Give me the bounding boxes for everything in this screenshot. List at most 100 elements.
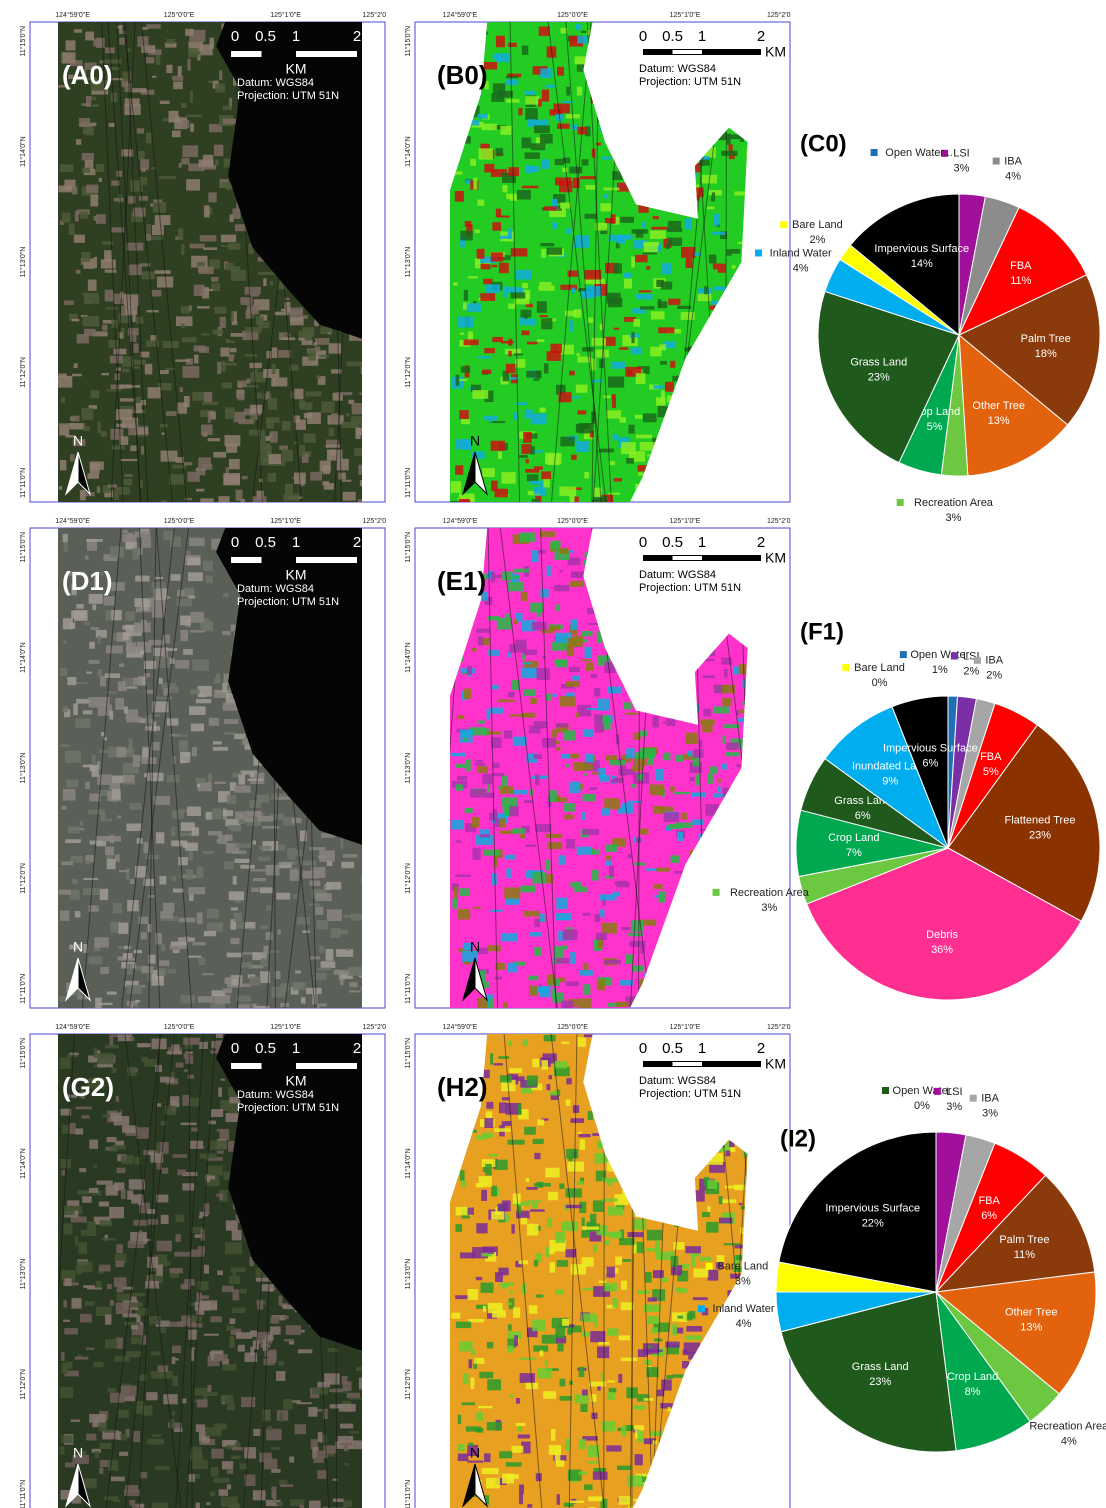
land-patch bbox=[106, 645, 123, 653]
land-patch bbox=[256, 1278, 270, 1282]
land-patch bbox=[206, 1392, 218, 1396]
pie-label: Bare Land bbox=[717, 1261, 768, 1273]
land-patch bbox=[267, 1351, 276, 1363]
land-patch bbox=[686, 1326, 702, 1332]
land-patch bbox=[340, 1443, 353, 1446]
land-patch bbox=[88, 660, 99, 664]
land-patch bbox=[487, 1342, 493, 1348]
land-patch bbox=[544, 363, 548, 373]
land-patch bbox=[726, 249, 731, 256]
land-patch bbox=[582, 631, 593, 636]
land-patch bbox=[726, 752, 740, 756]
land-patch bbox=[655, 769, 663, 781]
land-patch bbox=[482, 370, 491, 374]
land-patch bbox=[61, 1352, 64, 1361]
scale-unit: KM bbox=[765, 1056, 786, 1072]
land-patch bbox=[526, 371, 541, 378]
land-patch bbox=[603, 188, 619, 191]
land-patch bbox=[203, 621, 213, 631]
land-patch bbox=[517, 190, 531, 200]
land-patch bbox=[120, 1434, 126, 1441]
land-patch bbox=[115, 698, 124, 710]
land-patch bbox=[495, 148, 503, 156]
land-patch bbox=[478, 356, 491, 358]
land-patch bbox=[215, 159, 219, 165]
land-patch bbox=[603, 1283, 617, 1291]
land-patch bbox=[549, 1262, 555, 1272]
land-patch bbox=[260, 925, 268, 929]
land-patch bbox=[186, 115, 202, 118]
land-patch bbox=[152, 225, 164, 235]
land-patch bbox=[85, 32, 94, 41]
land-patch bbox=[331, 928, 341, 938]
land-patch bbox=[84, 295, 100, 304]
land-patch bbox=[113, 349, 126, 355]
land-patch bbox=[89, 1140, 98, 1149]
land-patch bbox=[132, 360, 146, 365]
land-patch bbox=[668, 299, 680, 305]
land-patch bbox=[62, 1170, 65, 1175]
land-patch bbox=[61, 1435, 73, 1443]
y-tick-label: 11°13'0"N bbox=[19, 247, 27, 278]
land-patch bbox=[168, 969, 176, 973]
land-patch bbox=[111, 610, 121, 620]
land-patch bbox=[63, 789, 76, 801]
pie-value-label: 3% bbox=[954, 163, 970, 175]
land-patch bbox=[514, 353, 523, 355]
pie-value-label: 6% bbox=[922, 757, 938, 769]
label-marker bbox=[970, 1095, 977, 1102]
land-patch bbox=[309, 1501, 321, 1508]
projection: Projection: UTM 51N bbox=[639, 1088, 741, 1100]
land-patch bbox=[181, 324, 185, 329]
scale-unit: KM bbox=[765, 550, 786, 566]
land-patch bbox=[513, 412, 518, 420]
scale-label: 2 bbox=[757, 1040, 765, 1057]
land-patch bbox=[242, 476, 248, 479]
land-patch bbox=[226, 1326, 234, 1331]
land-patch bbox=[570, 753, 580, 758]
land-patch bbox=[62, 213, 71, 223]
land-patch bbox=[511, 1224, 514, 1233]
land-patch bbox=[81, 408, 93, 420]
land-patch bbox=[498, 1056, 509, 1059]
y-tick-label: 11°15'0"N bbox=[404, 532, 412, 563]
north-label: N bbox=[470, 433, 480, 449]
land-patch bbox=[172, 1346, 181, 1353]
panel-label: (E1) bbox=[437, 566, 486, 596]
y-tick-label: 11°11'0"N bbox=[19, 468, 27, 498]
land-patch bbox=[609, 461, 615, 465]
land-patch bbox=[250, 773, 255, 777]
land-patch bbox=[513, 737, 527, 746]
land-patch bbox=[121, 328, 125, 333]
land-patch bbox=[207, 909, 219, 918]
land-patch bbox=[344, 1463, 350, 1465]
land-patch bbox=[709, 190, 722, 195]
projection: Projection: UTM 51N bbox=[237, 596, 339, 608]
land-patch bbox=[179, 918, 196, 923]
y-tick-label: 11°12'0"N bbox=[404, 863, 412, 894]
land-patch bbox=[96, 1281, 101, 1287]
land-patch bbox=[524, 314, 527, 319]
land-patch bbox=[474, 763, 485, 766]
land-patch bbox=[104, 1496, 118, 1500]
land-patch bbox=[96, 164, 104, 172]
land-patch bbox=[607, 1380, 615, 1382]
land-patch bbox=[650, 230, 666, 239]
land-patch bbox=[222, 361, 226, 372]
scale-label: 0 bbox=[231, 1040, 239, 1057]
pie-label: Inland Water bbox=[770, 247, 832, 259]
land-patch bbox=[506, 868, 511, 878]
land-patch bbox=[184, 587, 194, 595]
land-patch bbox=[577, 1181, 584, 1185]
land-patch bbox=[713, 214, 719, 226]
land-patch bbox=[126, 824, 141, 831]
land-patch bbox=[191, 1127, 198, 1131]
land-patch bbox=[621, 927, 630, 930]
land-patch bbox=[338, 473, 345, 480]
land-patch bbox=[189, 538, 204, 546]
land-patch bbox=[477, 114, 487, 119]
panel-label: (B0) bbox=[437, 60, 488, 90]
land-patch bbox=[258, 857, 270, 862]
land-patch bbox=[544, 1035, 556, 1041]
y-tick-label: 11°15'0"N bbox=[404, 26, 412, 57]
